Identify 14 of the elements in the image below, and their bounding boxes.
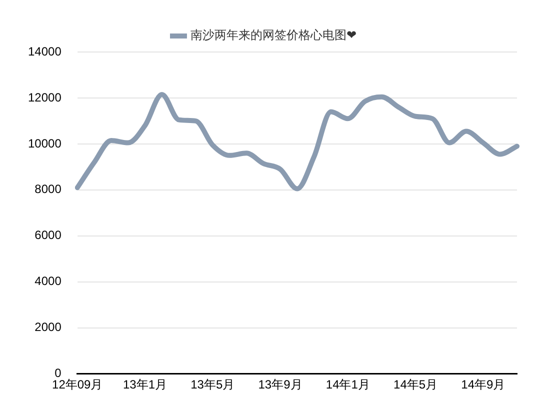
x-tick-label: 13年9月 (258, 377, 302, 392)
legend-label: 南沙两年来的网签价格心电图❤ (190, 28, 357, 42)
y-tick-label: 6000 (34, 228, 62, 242)
x-tick-label: 14年5月 (394, 377, 438, 392)
x-tick-label: 14年9月 (461, 377, 506, 392)
y-tick-label: 4000 (34, 274, 62, 288)
y-tick-label: 10000 (28, 136, 62, 150)
x-tick-label: 13年5月 (190, 377, 235, 392)
x-tick-label: 13年1月 (122, 377, 168, 392)
y-tick-label: 14000 (28, 44, 62, 58)
y-tick-label: 2000 (34, 320, 62, 334)
y-tick-label: 8000 (34, 182, 62, 196)
y-tick-label: 12000 (28, 90, 62, 104)
x-tick-label: 14年1月 (326, 377, 370, 392)
